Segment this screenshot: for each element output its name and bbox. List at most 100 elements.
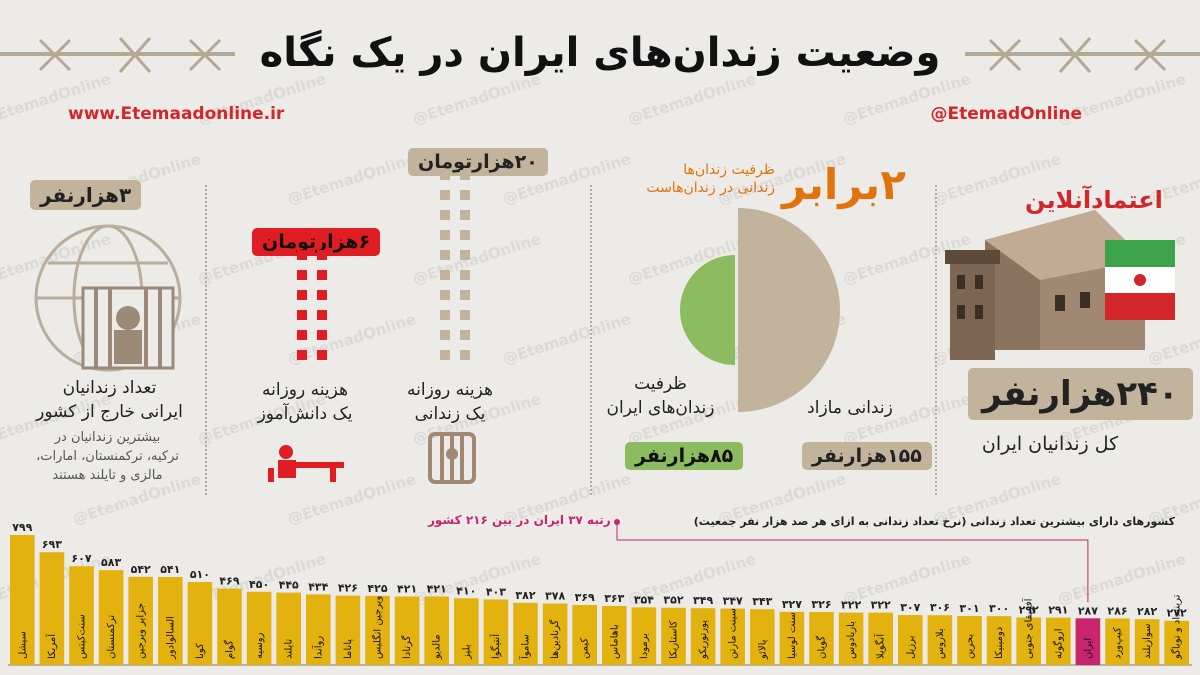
divider bbox=[205, 185, 208, 495]
bar-value-label: ۳۲۲ bbox=[841, 599, 861, 612]
social-handle[interactable]: @EtemadOnline bbox=[930, 104, 1082, 124]
bar-26 bbox=[779, 611, 805, 665]
prisoner-cost-square bbox=[460, 310, 470, 320]
watermark-text: @EtemadOnline bbox=[500, 309, 634, 369]
student-cost-square bbox=[317, 330, 327, 340]
bar-8 bbox=[246, 591, 272, 665]
bar-17 bbox=[513, 602, 538, 665]
bar-33 bbox=[986, 616, 1012, 665]
bar-category-label: سیشل bbox=[17, 631, 28, 659]
bar-category-label: مالدیو bbox=[432, 634, 443, 660]
prisoner-cost-square bbox=[460, 170, 470, 180]
bar-value-label: ۵۴۲ bbox=[131, 563, 151, 576]
bar-28 bbox=[838, 612, 864, 665]
student-cost-square bbox=[317, 290, 327, 300]
capacity-half-circle bbox=[680, 255, 735, 365]
bar-category-label: برمودا bbox=[639, 633, 650, 659]
bar-value-label: ۴۲۱ bbox=[397, 583, 417, 596]
bar-35 bbox=[1046, 617, 1071, 665]
bar-category-label: روآندا bbox=[311, 636, 324, 659]
highlight-dot bbox=[614, 519, 620, 525]
student-cost-square bbox=[317, 310, 327, 320]
bar-category-label: برزیل bbox=[905, 636, 916, 660]
abroad-label: تعداد زندانیان ایرانی خارج از کشور bbox=[36, 378, 183, 422]
bar-value-label: ۲۹۱ bbox=[1048, 604, 1068, 617]
bar-13 bbox=[394, 596, 420, 665]
student-cost-square bbox=[317, 350, 327, 360]
bar-3 bbox=[98, 570, 124, 665]
bar-value-label: ۳۲۶ bbox=[811, 598, 831, 611]
bar-25 bbox=[750, 609, 775, 665]
bar-30 bbox=[898, 615, 923, 665]
bar-category-label: ویرجین انگلیس bbox=[372, 596, 384, 659]
excess-value: ۱۵۵هزارنفر bbox=[802, 442, 932, 470]
prisoner-cost-square bbox=[440, 330, 450, 340]
prisoner-cost-square bbox=[440, 250, 450, 260]
bar-5 bbox=[158, 576, 183, 665]
student-cost-square bbox=[297, 290, 307, 300]
student-cost-square bbox=[317, 250, 327, 260]
bar-20 bbox=[602, 605, 627, 665]
bar-18 bbox=[542, 603, 568, 665]
bar-value-label: ۳۷۸ bbox=[545, 589, 565, 602]
bar-category-label: سنت لوسیا bbox=[787, 612, 798, 659]
bar-34 bbox=[1016, 617, 1041, 665]
prisoner-cost-square bbox=[440, 270, 450, 280]
prisoner-cost-square bbox=[440, 230, 450, 240]
watermark-text: @EtemadOnline bbox=[410, 229, 544, 289]
bar-16 bbox=[483, 599, 509, 665]
bar-category-label: گویان bbox=[816, 636, 828, 659]
bar-value-label: ۴۶۹ bbox=[219, 575, 239, 588]
bar-category-label: سوازیلند bbox=[1142, 623, 1153, 659]
bar-value-label: ۲۸۲ bbox=[1137, 605, 1157, 618]
prisoner-cost-square bbox=[460, 330, 470, 340]
bar-6 bbox=[187, 582, 213, 665]
logo: اعتمادآنلاین bbox=[1025, 186, 1163, 214]
bar-category-label: گرنادا bbox=[401, 635, 413, 659]
prison-bars-icon bbox=[428, 432, 476, 484]
prisoner-cost-value: ۲۰هزارتومان bbox=[408, 148, 548, 176]
bar-value-label: ۵۸۳ bbox=[101, 556, 121, 569]
bar-value-label: ۳۵۲ bbox=[663, 594, 683, 607]
bar-value-label: ۴۱۰ bbox=[456, 584, 476, 597]
bar-value-label: ۳۴۳ bbox=[752, 595, 772, 608]
bar-29 bbox=[868, 612, 893, 665]
bar-category-label: اروگوئه bbox=[1052, 628, 1064, 659]
capacity-comparison-chart bbox=[680, 208, 840, 412]
prisoner-cost-square bbox=[440, 190, 450, 200]
bar-category-label: بلاروس bbox=[935, 628, 946, 659]
bar-category-label: کیمن bbox=[580, 638, 591, 659]
bar-category-label: ترینیداد و توباگو bbox=[1171, 594, 1183, 660]
bar-value-label: ۴۰۳ bbox=[486, 585, 506, 598]
website-link[interactable]: www.Etemaadonline.ir bbox=[68, 104, 285, 124]
bar-category-label: کیپ‌ورد bbox=[1113, 627, 1124, 659]
bar-category-label: سینت مارتن bbox=[728, 608, 739, 659]
bar-value-label: ۳۵۴ bbox=[634, 593, 654, 606]
student-desk-icon bbox=[268, 445, 344, 482]
bar-category-label: آمریکا bbox=[45, 633, 58, 659]
student-cost-value: ۶هزارتومان bbox=[252, 228, 381, 256]
excess-half-circle bbox=[738, 208, 840, 412]
bar-value-label: ۶۰۷ bbox=[71, 552, 91, 565]
prisoner-cost-square bbox=[440, 310, 450, 320]
chart-title: کشورهای دارای بیشترین تعداد زندانی (نرخ … bbox=[693, 515, 1175, 528]
bar-31 bbox=[927, 615, 953, 665]
bar-value-label: ۵۱۰ bbox=[190, 568, 210, 581]
bar-12 bbox=[365, 595, 390, 665]
bar-value-label: ۳۴۹ bbox=[693, 594, 713, 607]
watermark-text: @EtemadOnline bbox=[285, 149, 419, 209]
bar-value-label: ۳۰۶ bbox=[930, 601, 950, 614]
bar-2 bbox=[69, 566, 94, 665]
bar-category-label: ترکمنستان bbox=[106, 615, 117, 659]
bar-value-label: ۳۸۲ bbox=[515, 589, 535, 602]
excess-label: زندانی مازاد bbox=[807, 398, 893, 418]
prisoner-cost-square bbox=[440, 290, 450, 300]
bar-1 bbox=[39, 552, 65, 665]
bar-category-label: باربادوس bbox=[846, 621, 857, 659]
bar-value-label: ۲۸۶ bbox=[1107, 604, 1127, 617]
bar-category-label: پورتوریکو bbox=[698, 620, 709, 660]
bar-value-label: ۳۲۷ bbox=[782, 598, 802, 611]
bar-27 bbox=[809, 611, 834, 665]
bar-category-label: بحرین bbox=[965, 634, 976, 659]
bar-value-label: ۳۰۷ bbox=[900, 601, 920, 614]
